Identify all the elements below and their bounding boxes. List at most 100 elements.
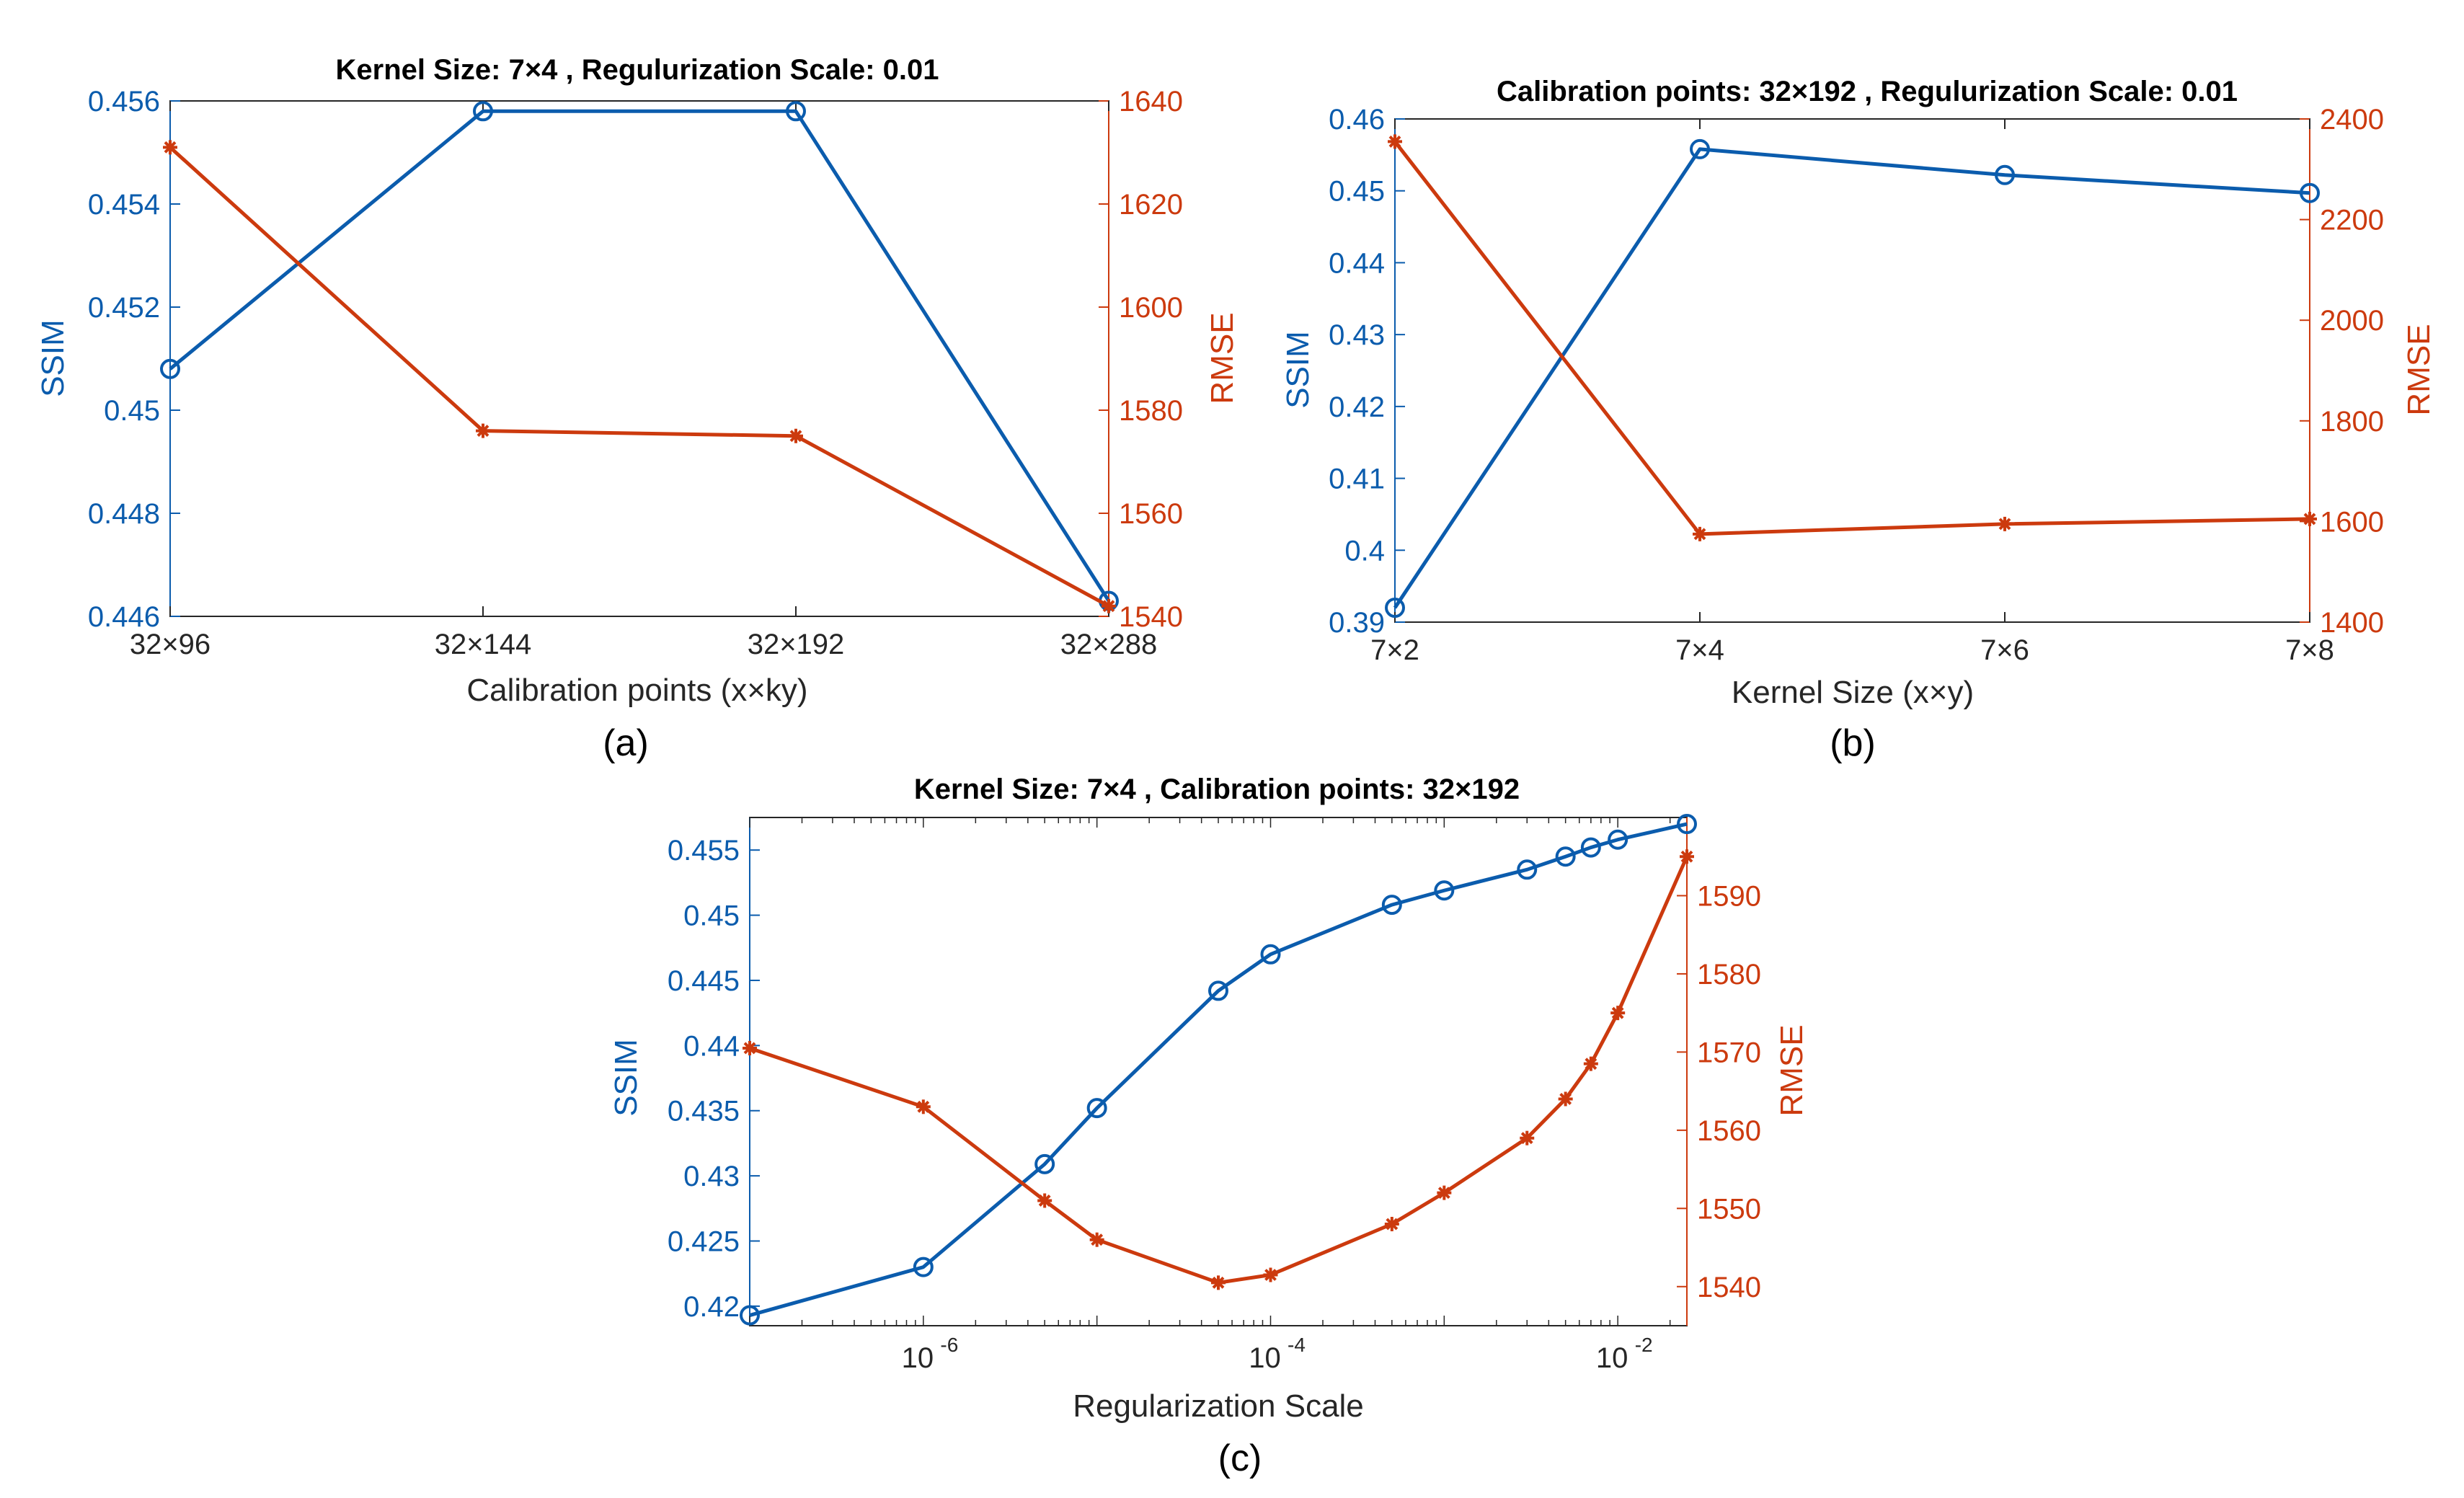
data-point-ssim: [2300, 182, 2320, 203]
y-left-tick-label: 0.45: [1329, 176, 1385, 208]
x-tick-label: 32×192: [748, 629, 845, 660]
y-left-label: SSIM: [35, 319, 71, 397]
series-line-rmse: [169, 146, 1110, 608]
data-point-rmse: [1263, 1267, 1278, 1282]
y-left-tick-label: 0.45: [683, 900, 740, 932]
y-left-tick-label: 0.455: [668, 835, 740, 867]
series-line-rmse: [749, 856, 1689, 1285]
y-right-tick-label: 1580: [1697, 959, 1761, 990]
data-point-ssim: [1208, 980, 1228, 1001]
y-left-tick-label: 0.39: [1329, 607, 1385, 639]
x-axis-label: Kernel Size (x×y): [1732, 675, 1974, 710]
y-right-tick-label: 1590: [1697, 880, 1761, 912]
y-left-tick-label: 0.41: [1329, 464, 1385, 495]
data-point-ssim: [1677, 814, 1697, 835]
x-tick-exponent: -6: [940, 1334, 958, 1356]
y-right-tick-label: 1560: [1697, 1115, 1761, 1147]
data-point-rmse: [1437, 1185, 1452, 1200]
y-right-tick-label: 1580: [1119, 395, 1183, 427]
y-left-tick-label: 0.454: [88, 189, 160, 221]
data-point-ssim: [740, 1305, 760, 1326]
data-point-rmse: [1102, 598, 1116, 613]
y-right-tick-label: 1400: [2320, 607, 2384, 639]
x-tick-label: 32×144: [435, 629, 532, 660]
data-point-ssim: [1086, 1098, 1107, 1119]
y-right-tick-label: 1550: [1697, 1193, 1761, 1225]
x-tick-label: 32×288: [1060, 629, 1158, 660]
y-left-label: SSIM: [608, 1039, 644, 1117]
data-point-rmse: [1680, 849, 1694, 864]
plot-frame: [749, 817, 1688, 1326]
panel-caption: (a): [603, 722, 649, 764]
y-right-tick-label: 2200: [2320, 205, 2384, 236]
y-left-tick-label: 0.42: [683, 1291, 740, 1323]
y-left-tick-label: 0.43: [683, 1161, 740, 1192]
y-left-tick-label: 0.448: [88, 498, 160, 530]
data-point-ssim: [1034, 1153, 1055, 1174]
data-point-rmse: [1610, 1006, 1626, 1021]
y-right-label: RMSE: [1205, 312, 1240, 404]
data-point-ssim: [1517, 859, 1538, 880]
y-left-tick-label: 0.42: [1329, 391, 1385, 423]
data-point-ssim: [913, 1257, 934, 1277]
data-point-ssim: [1580, 837, 1601, 858]
y-left-tick-label: 0.452: [88, 292, 160, 324]
data-point-rmse: [476, 423, 490, 438]
y-right-tick-label: 1600: [1119, 292, 1183, 324]
data-point-ssim: [473, 101, 493, 122]
y-left-tick-label: 0.4: [1344, 535, 1385, 567]
panel-c: Kernel Size: 7×4 , Calibration points: 3…: [608, 774, 1809, 1479]
data-point-rmse: [1037, 1193, 1052, 1208]
y-left-tick-label: 0.435: [668, 1096, 740, 1127]
y-left-tick-label: 0.44: [683, 1030, 740, 1062]
data-point-ssim: [1608, 829, 1628, 850]
x-tick-label: 10: [902, 1342, 934, 1374]
data-point-rmse: [1211, 1275, 1226, 1290]
y-right-tick-label: 1600: [2320, 506, 2384, 538]
data-point-ssim: [786, 101, 806, 122]
y-left-tick-label: 0.446: [88, 601, 160, 633]
series-line-ssim: [749, 822, 1688, 1317]
data-point-rmse: [1583, 1056, 1598, 1071]
data-point-rmse: [1693, 526, 1707, 541]
data-point-ssim: [1995, 164, 2015, 185]
panel-a: Kernel Size: 7×4 , Regulurization Scale:…: [35, 54, 1240, 764]
y-left-label: SSIM: [1280, 331, 1316, 409]
data-point-rmse: [163, 140, 177, 155]
y-left-tick-label: 0.425: [668, 1226, 740, 1258]
x-tick-label: 10: [1249, 1342, 1281, 1374]
x-axis-label: Regularization Scale: [1073, 1388, 1364, 1424]
y-right-tick-label: 1800: [2320, 406, 2384, 438]
data-point-ssim: [1381, 895, 1402, 916]
x-tick-exponent: -2: [1635, 1334, 1653, 1356]
data-point-ssim: [1434, 880, 1455, 901]
x-tick-label: 7×8: [2285, 634, 2334, 666]
data-point-rmse: [916, 1099, 931, 1114]
y-right-tick-label: 1570: [1697, 1037, 1761, 1068]
y-right-tick-label: 1540: [1697, 1272, 1761, 1303]
y-left-tick-label: 0.445: [668, 965, 740, 997]
y-right-tick-label: 2000: [2320, 305, 2384, 337]
y-left-tick-label: 0.456: [88, 86, 160, 118]
y-right-tick-label: 1620: [1119, 189, 1183, 221]
plot-frame: [169, 100, 1109, 617]
panel-caption: (b): [1830, 722, 1876, 764]
x-tick-label: 32×96: [130, 629, 210, 660]
y-right-tick-label: 1560: [1119, 498, 1183, 530]
y-left-tick-label: 0.43: [1329, 319, 1385, 351]
x-tick-label: 7×6: [1980, 634, 2029, 666]
data-point-rmse: [1384, 1217, 1399, 1231]
data-point-rmse: [1089, 1232, 1104, 1247]
data-point-rmse: [2303, 511, 2317, 526]
y-right-label: RMSE: [1774, 1024, 1809, 1116]
y-left-tick-label: 0.45: [104, 395, 160, 427]
chart-title: Calibration points: 32×192 , Regulurizat…: [1497, 76, 2238, 107]
x-tick-label: 7×2: [1370, 634, 1419, 666]
x-tick-label: 7×4: [1675, 634, 1724, 666]
y-left-tick-label: 0.44: [1329, 247, 1385, 279]
chart-title: Kernel Size: 7×4 , Calibration points: 3…: [914, 774, 1520, 805]
y-right-label: RMSE: [2401, 324, 2437, 415]
data-point-ssim: [160, 358, 180, 379]
panel-caption: (c): [1218, 1437, 1262, 1479]
